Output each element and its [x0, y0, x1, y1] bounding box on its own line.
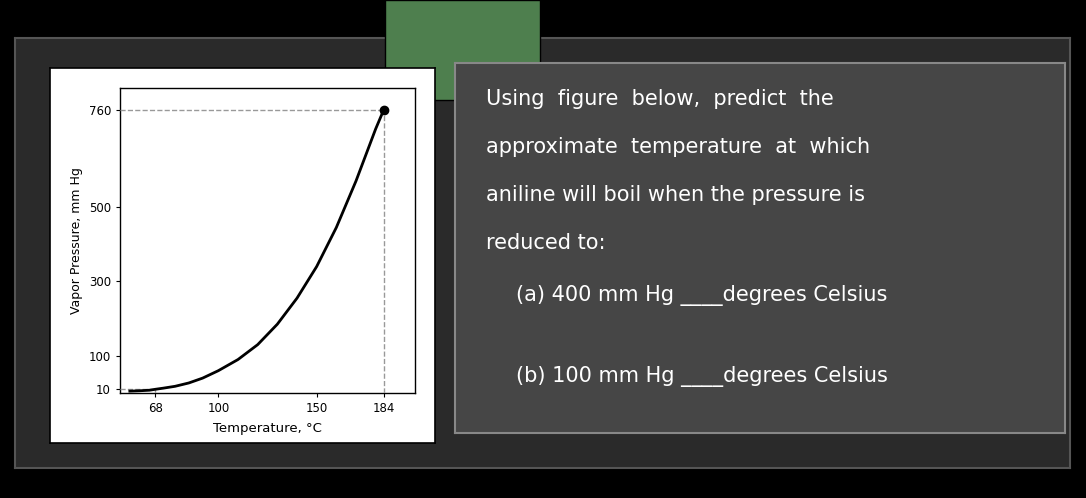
Text: approximate  temperature  at  which: approximate temperature at which [485, 137, 870, 157]
Text: aniline will boil when the pressure is: aniline will boil when the pressure is [485, 185, 864, 205]
Text: reduced to:: reduced to: [485, 233, 605, 253]
Y-axis label: Vapor Pressure, mm Hg: Vapor Pressure, mm Hg [70, 167, 83, 314]
Text: Using  figure  below,  predict  the: Using figure below, predict the [485, 89, 833, 109]
Text: (a) 400 mm Hg ____degrees Celsius: (a) 400 mm Hg ____degrees Celsius [516, 285, 887, 306]
X-axis label: Temperature, °C: Temperature, °C [213, 422, 321, 435]
Text: (b) 100 mm Hg ____degrees Celsius: (b) 100 mm Hg ____degrees Celsius [516, 367, 888, 387]
